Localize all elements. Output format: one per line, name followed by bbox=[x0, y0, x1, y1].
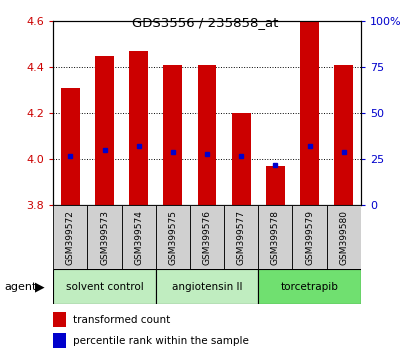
Bar bbox=[87, 205, 121, 269]
Text: GSM399573: GSM399573 bbox=[100, 210, 109, 265]
Text: GSM399572: GSM399572 bbox=[66, 210, 75, 265]
Text: ▶: ▶ bbox=[35, 280, 44, 293]
Text: GSM399578: GSM399578 bbox=[270, 210, 279, 265]
Bar bbox=[231, 113, 250, 205]
Text: GSM399574: GSM399574 bbox=[134, 210, 143, 265]
Text: agent: agent bbox=[4, 282, 36, 292]
Bar bbox=[326, 205, 360, 269]
Bar bbox=[292, 205, 326, 269]
Bar bbox=[299, 21, 318, 205]
Text: GDS3556 / 235858_at: GDS3556 / 235858_at bbox=[131, 16, 278, 29]
Text: percentile rank within the sample: percentile rank within the sample bbox=[73, 336, 249, 346]
Text: GSM399575: GSM399575 bbox=[168, 210, 177, 265]
Text: transformed count: transformed count bbox=[73, 315, 170, 325]
Text: torcetrapib: torcetrapib bbox=[280, 282, 338, 292]
Bar bbox=[163, 65, 182, 205]
Text: GSM399580: GSM399580 bbox=[338, 210, 347, 265]
Text: GSM399576: GSM399576 bbox=[202, 210, 211, 265]
Bar bbox=[258, 205, 292, 269]
Bar bbox=[258, 269, 360, 304]
Text: angiotensin II: angiotensin II bbox=[171, 282, 242, 292]
Bar bbox=[53, 269, 155, 304]
Bar bbox=[197, 65, 216, 205]
Bar bbox=[155, 269, 258, 304]
Bar bbox=[121, 205, 155, 269]
Bar bbox=[333, 65, 352, 205]
Bar bbox=[224, 205, 258, 269]
Text: solvent control: solvent control bbox=[65, 282, 143, 292]
Bar bbox=[265, 166, 284, 205]
Bar bbox=[53, 205, 87, 269]
Bar bbox=[189, 205, 224, 269]
Bar bbox=[155, 205, 189, 269]
Text: GSM399577: GSM399577 bbox=[236, 210, 245, 265]
Text: GSM399579: GSM399579 bbox=[304, 210, 313, 265]
Bar bbox=[61, 88, 80, 205]
Bar bbox=[53, 333, 65, 348]
Bar bbox=[129, 51, 148, 205]
Bar bbox=[95, 56, 114, 205]
Bar bbox=[53, 312, 65, 327]
